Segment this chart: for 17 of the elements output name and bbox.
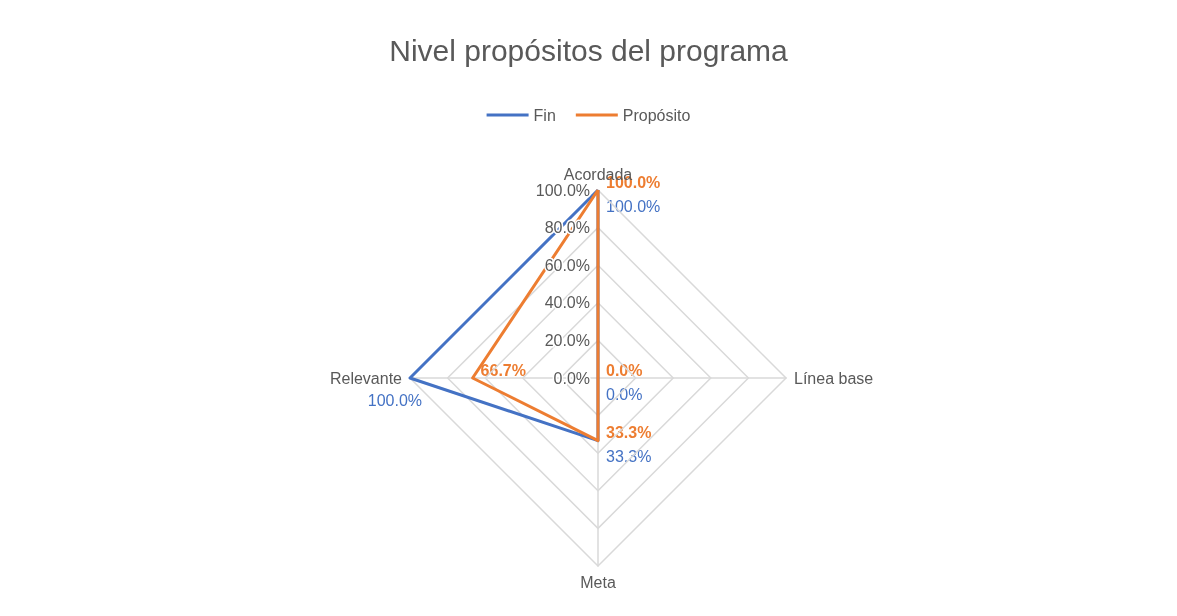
spoke-label: Meta (580, 573, 616, 591)
data-label: 66.7% (480, 361, 526, 379)
legend-label: Propósito (622, 106, 691, 124)
data-label: 100.0% (367, 391, 422, 409)
y-tick-label: 100.0% (535, 181, 590, 199)
y-tick-label: 0.0% (553, 369, 590, 387)
data-label: 0.0% (606, 361, 643, 379)
spoke-label: Línea base (794, 369, 874, 387)
y-tick-label: 40.0% (544, 294, 590, 312)
legend-label: Fin (533, 106, 556, 124)
y-tick-label: 20.0% (544, 331, 590, 349)
data-label: 100.0% (606, 197, 661, 215)
spoke-label: Relevante (329, 369, 403, 387)
chart-title: Nivel propósitos del programa (389, 33, 789, 67)
data-label: 33.3% (606, 424, 652, 442)
data-label: 33.3% (606, 448, 652, 466)
data-label: 0.0% (606, 385, 643, 403)
